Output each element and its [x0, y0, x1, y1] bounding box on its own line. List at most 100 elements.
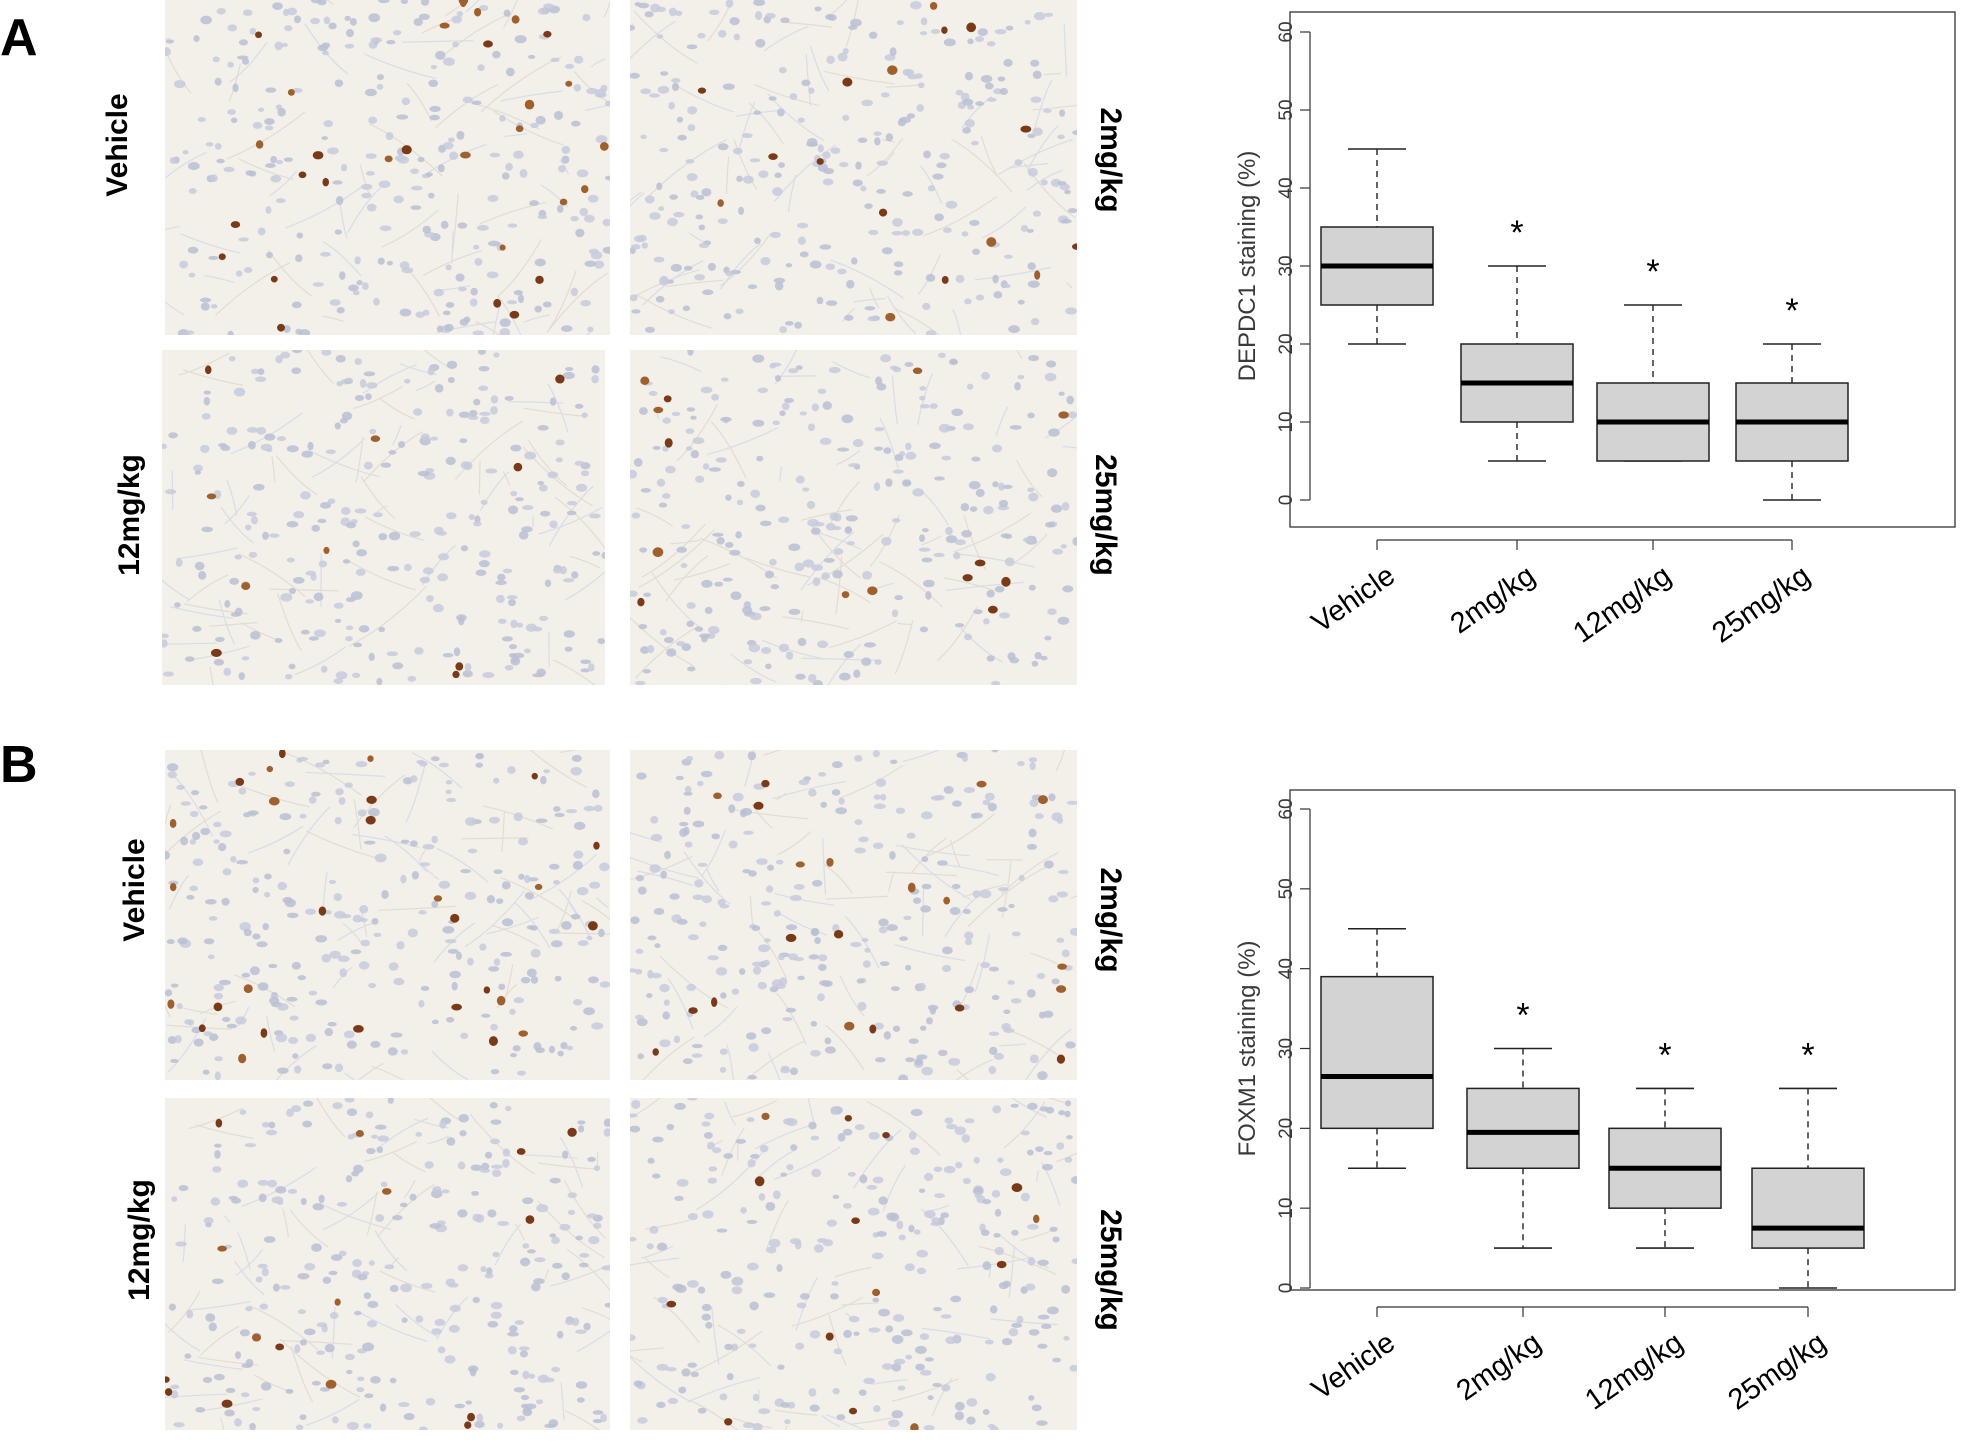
nucleus [810, 1405, 820, 1412]
nucleus [175, 1035, 182, 1043]
nucleus [292, 350, 302, 353]
nucleus [638, 886, 647, 894]
nucleus [681, 563, 688, 568]
image-label-b-25mg: 25mg/kg [1093, 1209, 1127, 1331]
tissue-fiber [285, 186, 362, 228]
nucleus [868, 1208, 880, 1216]
nucleus [909, 1131, 917, 1140]
nucleus [603, 247, 610, 254]
nucleus [1023, 537, 1034, 542]
tissue-fiber [696, 1150, 764, 1209]
nucleus [797, 976, 805, 980]
nucleus [578, 1125, 584, 1132]
nucleus [248, 772, 256, 776]
stained-nucleus [908, 883, 916, 893]
tissue-fiber [788, 175, 796, 212]
nucleus [540, 511, 550, 517]
tissue-fiber [168, 1291, 200, 1333]
tissue-fiber [820, 578, 871, 603]
nucleus [1028, 1395, 1034, 1401]
nucleus [408, 929, 418, 938]
nucleus [921, 1067, 933, 1076]
stained-nucleus [367, 755, 373, 762]
nucleus [423, 567, 434, 574]
nucleus [510, 620, 517, 628]
tissue-fiber [738, 102, 755, 154]
nucleus [264, 118, 275, 125]
nucleus [790, 1067, 798, 1075]
nucleus [358, 809, 367, 816]
stained-nucleus [913, 368, 922, 375]
nucleus [584, 806, 595, 812]
nucleus [236, 270, 242, 276]
nucleus [354, 1311, 361, 1315]
nucleus [554, 111, 563, 120]
nucleus [705, 607, 713, 614]
nucleus [899, 451, 905, 457]
tissue-fiber [780, 914, 827, 935]
tissue-fiber [642, 524, 705, 577]
nucleus [631, 309, 640, 313]
nucleus [992, 1190, 1000, 1198]
tissue-fiber [839, 765, 903, 798]
tissue-fiber [999, 1044, 1026, 1046]
nucleus [893, 1314, 904, 1322]
nucleus [630, 1237, 636, 1242]
stained-nucleus [252, 1334, 261, 1342]
nucleus [794, 884, 805, 890]
nucleus [1012, 932, 1021, 937]
stained-nucleus [170, 883, 177, 891]
tissue-texture [630, 350, 1077, 685]
y-tick-label: 10 [1276, 1198, 1297, 1219]
stained-nucleus [1057, 1054, 1065, 1063]
nucleus [229, 356, 236, 361]
nucleus [360, 940, 370, 947]
nucleus [552, 1263, 563, 1269]
nucleus [667, 1124, 674, 1130]
nucleus [557, 1331, 563, 1339]
nucleus [370, 1041, 380, 1048]
stained-nucleus [768, 153, 777, 160]
stained-nucleus [1020, 126, 1031, 133]
tissue-fiber [639, 530, 715, 588]
nucleus [192, 626, 201, 632]
nucleus [300, 1414, 307, 1420]
stained-nucleus [844, 1022, 854, 1031]
nucleus [533, 1278, 545, 1284]
nucleus [912, 229, 923, 236]
nucleus [410, 840, 418, 847]
nucleus [335, 422, 341, 429]
nucleus [992, 481, 998, 487]
stained-nucleus [165, 1388, 172, 1396]
nucleus [347, 1040, 357, 1048]
nucleus [393, 196, 404, 204]
nucleus [780, 17, 790, 23]
stained-nucleus [724, 1418, 732, 1425]
nucleus [270, 175, 281, 183]
nucleus [535, 259, 546, 267]
tissue-fiber [762, 641, 824, 660]
nucleus [696, 195, 704, 200]
nucleus [326, 449, 336, 454]
nucleus [854, 847, 866, 853]
nucleus [353, 290, 360, 295]
nucleus [702, 289, 713, 295]
nucleus [570, 216, 579, 221]
nucleus [566, 1046, 573, 1050]
nucleus [944, 786, 954, 794]
nucleus [231, 118, 238, 123]
nucleus [369, 429, 376, 435]
nucleus [1000, 1168, 1012, 1176]
nucleus [941, 1314, 952, 1318]
stained-nucleus [845, 1115, 852, 1121]
stained-nucleus [326, 1380, 337, 1389]
nucleus [176, 785, 185, 790]
nucleus [987, 97, 997, 101]
nucleus [864, 203, 873, 209]
nucleus [1056, 1142, 1064, 1149]
nucleus [587, 1213, 597, 1218]
nucleus [206, 142, 214, 146]
nucleus [574, 822, 585, 830]
nucleus [634, 1380, 643, 1387]
